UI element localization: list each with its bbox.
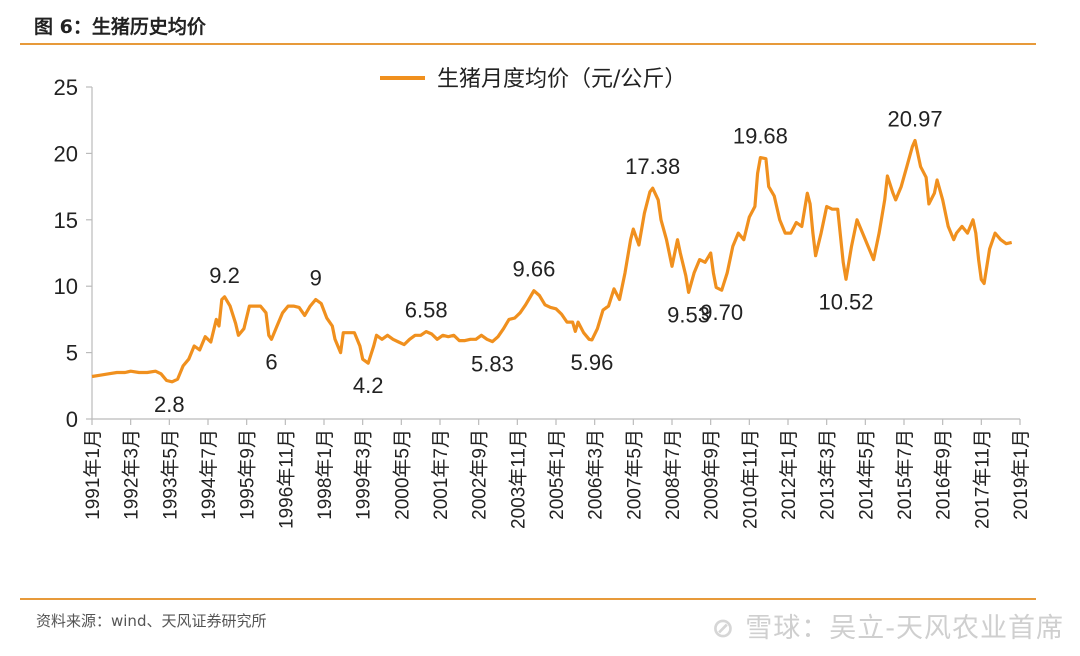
y-tick-label: 0	[66, 407, 78, 432]
footer-rule	[20, 598, 1036, 600]
x-tick-label: 1996年11月	[275, 429, 297, 529]
snowball-logo-icon: ⊘	[711, 613, 736, 644]
data-label: 20.97	[888, 107, 943, 132]
x-tick-label: 2000年5月	[391, 429, 413, 520]
x-tick-label: 1999年3月	[353, 429, 375, 520]
header-rule	[20, 43, 1036, 45]
x-tick-label: 2012年1月	[778, 429, 800, 520]
source-note: 资料来源：wind、天风证券研究所	[36, 612, 267, 630]
x-tick-label: 1995年9月	[237, 429, 259, 520]
data-label: 9.70	[700, 300, 743, 325]
x-tick-label: 2001年7月	[430, 429, 452, 520]
series-layer	[91, 138, 1013, 384]
watermark-text: 雪球：吴立-天风农业首席	[745, 613, 1064, 644]
data-labels: 2.8 9.2 6 9 4.2 6.58 5.83 9.66 5.96 17.38 9.539.70…	[154, 107, 943, 417]
data-label: 5.96	[570, 350, 613, 375]
y-tick-label: 10	[54, 274, 78, 299]
legend-label: 生猪月度均价（元/公斤）	[437, 67, 686, 92]
series-line	[91, 138, 1013, 384]
x-tick-label: 2006年3月	[585, 429, 607, 520]
x-tick-label: 1993年5月	[159, 429, 181, 520]
data-label: 5.83	[471, 352, 514, 377]
x-tick-label: 1992年3月	[121, 429, 143, 520]
data-label: 9	[310, 265, 322, 290]
x-tick-label: 2019年1月	[1010, 429, 1032, 520]
x-tick-label: 1994年7月	[198, 429, 220, 520]
x-tick-label: 2008年7月	[662, 429, 684, 520]
chart-axes: 0 5 10 15 20 25 1991年1月 1992年3月 1993年5月 1994年7月 19…	[54, 75, 1032, 529]
x-tick-label: 2003年11月	[507, 429, 529, 529]
figure-title: 图 6：生猪历史均价	[34, 16, 206, 38]
x-tick-label: 2014年5月	[855, 429, 877, 520]
y-tick-label: 20	[54, 141, 78, 166]
data-label: 17.38	[625, 154, 680, 179]
x-tick-label: 2013年3月	[817, 429, 839, 520]
chart-legend: 生猪月度均价（元/公斤）	[380, 67, 686, 92]
x-tick-label: 2005年1月	[546, 429, 568, 520]
y-tick-label: 15	[54, 208, 78, 233]
data-label: 10.52	[818, 289, 873, 314]
data-label: 4.2	[353, 373, 384, 398]
data-label: 9.66	[512, 257, 555, 282]
x-tick-label: 1998年1月	[314, 429, 336, 520]
y-tick-label: 25	[54, 75, 78, 100]
data-label: 6.58	[405, 298, 448, 323]
x-tick-label: 2015年7月	[894, 429, 916, 520]
x-tick-label: 2017年11月	[971, 429, 993, 529]
price-line-chart: 0 5 10 15 20 25 1991年1月 1992年3月 1993年5月 1994年7月 19…	[54, 67, 1032, 529]
data-label: 6	[265, 349, 277, 374]
x-tick-label: 2010年11月	[739, 429, 761, 529]
x-tick-label: 1991年1月	[82, 429, 104, 520]
x-tick-label: 2007年5月	[623, 429, 645, 520]
x-tick-label: 2002年9月	[469, 429, 491, 520]
watermark: ⊘ 雪球：吴立-天风农业首席	[712, 606, 1064, 645]
x-tick-label: 2009年9月	[701, 429, 723, 520]
data-label: 9.2	[209, 263, 240, 288]
data-label: 19.68	[733, 124, 788, 149]
data-label: 9.53	[667, 302, 710, 327]
y-tick-label: 5	[66, 341, 78, 366]
x-tick-label: 2016年9月	[933, 429, 955, 520]
data-label: 2.8	[154, 392, 185, 417]
